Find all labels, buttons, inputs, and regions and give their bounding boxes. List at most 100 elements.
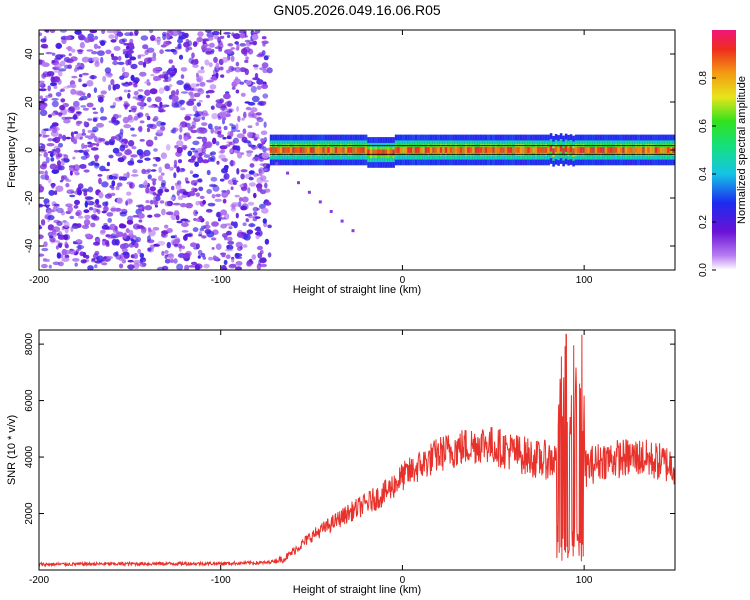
noise-cell — [250, 107, 258, 113]
signal-cell — [432, 147, 435, 153]
signal-cell — [502, 147, 505, 153]
noise-cell — [190, 129, 198, 134]
noise-cell — [262, 43, 266, 47]
signal-cell — [394, 147, 398, 153]
signal-cell — [529, 147, 533, 153]
noise-cell — [93, 35, 99, 40]
noise-cell — [233, 78, 241, 85]
noise-cell — [245, 106, 252, 111]
noise-cell — [123, 124, 132, 129]
noise-cell — [140, 263, 146, 268]
noise-cell — [176, 80, 184, 86]
noise-cell — [141, 168, 147, 175]
noise-cell — [112, 228, 118, 233]
noise-cell — [98, 177, 102, 185]
noise-cell — [90, 147, 99, 151]
noise-cell — [41, 247, 49, 252]
noise-cell — [108, 34, 115, 39]
noise-cell — [168, 59, 174, 64]
y-tick-label: -40 — [24, 238, 35, 253]
noise-cell — [102, 75, 107, 83]
noise-cell — [143, 185, 149, 189]
noise-cell — [180, 107, 186, 111]
noise-cell — [147, 214, 153, 218]
noise-cell — [146, 47, 155, 53]
noise-cell — [190, 180, 198, 186]
noise-cell — [223, 173, 230, 180]
signal-cell — [292, 147, 295, 153]
noise-cell — [170, 48, 177, 53]
signal-cell — [589, 147, 593, 153]
noise-cell — [83, 121, 87, 127]
noise-cell — [72, 156, 76, 160]
noise-cell — [192, 41, 198, 47]
spectrogram-y-label: Frequency (Hz) — [6, 112, 18, 188]
noise-cell — [55, 91, 62, 97]
noise-cell — [129, 56, 137, 61]
noise-cell — [180, 203, 187, 208]
noise-cell — [133, 253, 139, 259]
signal-cell — [607, 147, 610, 153]
signal-cell — [619, 147, 623, 153]
x-tick-label: 100 — [576, 275, 593, 286]
noise-cell — [87, 186, 94, 193]
noise-cell — [183, 136, 189, 141]
noise-cell — [88, 162, 95, 167]
x-tick-label: 0 — [400, 275, 406, 286]
noise-cell — [83, 190, 88, 197]
noise-cell — [175, 215, 180, 221]
noise-cell — [267, 224, 272, 229]
noise-cell — [221, 190, 227, 193]
signal-cell — [519, 147, 523, 153]
signal-cell — [474, 147, 478, 153]
noise-cell — [99, 116, 108, 121]
noise-cell — [137, 226, 146, 230]
noise-cell — [113, 46, 121, 51]
noise-cell — [230, 186, 234, 190]
snr-x-ticks: -200 -100 0 100 — [29, 330, 593, 586]
signal-cell — [354, 147, 358, 153]
noise-cell — [178, 124, 183, 128]
signal-cell — [639, 147, 643, 153]
noise-cell — [45, 258, 50, 263]
noise-cell — [118, 96, 123, 101]
noise-cell — [85, 254, 90, 259]
noise-cell — [188, 265, 196, 268]
outlier-cell — [329, 210, 333, 213]
signal-cell — [564, 146, 568, 152]
y-tick-label: 8000 — [24, 333, 35, 356]
spectrogram-cells — [39, 30, 675, 270]
noise-cell — [262, 69, 268, 74]
noise-cell — [170, 235, 176, 239]
noise-cell — [226, 189, 231, 195]
noise-cell — [235, 241, 243, 248]
noise-cell — [170, 90, 176, 97]
noise-cell — [84, 214, 91, 220]
noise-cell — [97, 94, 105, 99]
noise-cell — [139, 71, 147, 77]
noise-cell — [235, 266, 242, 270]
signal-cell — [289, 147, 293, 153]
noise-cell — [87, 135, 94, 140]
noise-cell — [39, 95, 43, 100]
noise-cell — [229, 123, 234, 126]
noise-cell — [158, 106, 164, 113]
noise-cell — [240, 92, 246, 97]
signal-cell — [592, 147, 595, 153]
y-tick-label: 40 — [24, 48, 35, 60]
signal-cell — [329, 147, 333, 153]
noise-cell — [82, 252, 87, 258]
noise-cell — [144, 89, 151, 96]
outlier-cell — [351, 229, 355, 233]
noise-cell — [110, 175, 118, 180]
noise-cell — [214, 198, 222, 202]
noise-cell — [261, 50, 266, 56]
noise-cell — [155, 193, 163, 197]
noise-cell — [158, 87, 164, 94]
noise-cell — [207, 123, 213, 130]
noise-cell — [264, 238, 270, 245]
noise-cell — [49, 163, 57, 170]
signal-cell — [372, 149, 375, 156]
noise-cell — [196, 102, 202, 107]
noise-cell — [159, 101, 163, 108]
